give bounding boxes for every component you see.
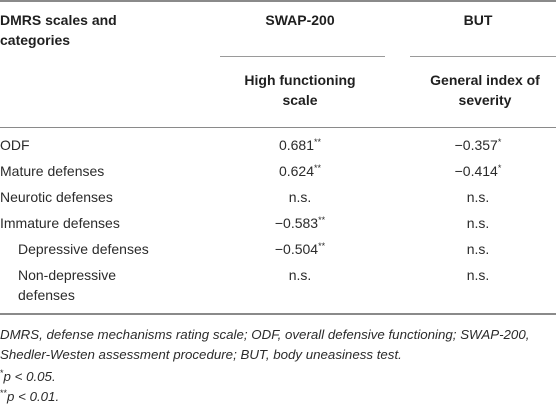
row-but-value: −0.414* [454,163,502,179]
row-label: Mature defenses [0,163,105,179]
header-but: BUT [463,12,493,28]
header-bottom-rule [0,127,556,128]
header-swap200: SWAP-200 [265,12,335,28]
row-swap-value: −0.583** [274,215,326,231]
footnote-p05: *p < 0.05. [0,368,56,385]
row-but-value: n.s. [466,267,490,283]
row-label: Depressive defenses [18,241,149,257]
row-swap-value: 0.624** [278,163,322,179]
table-top-rule [0,0,556,2]
table-bottom-rule [0,313,556,315]
row-label: Non-depressive defenses [18,267,117,303]
row-swap-value: n.s. [288,189,312,205]
header-dmrs: DMRS scales and categories [0,12,117,48]
footnote-abbreviations: DMRS, defense mechanisms rating scale; O… [0,327,530,362]
row-label: ODF [0,137,30,153]
row-label: Immature defenses [0,215,120,231]
but-underline [410,56,556,57]
row-label: Neurotic defenses [0,189,113,205]
subheader-general-index: General index of severity [430,72,540,108]
row-but-value: n.s. [466,215,490,231]
row-swap-value: 0.681** [278,137,322,153]
footnote-p01: **p < 0.01. [0,388,60,405]
row-swap-value: n.s. [288,267,312,283]
subheader-high-functioning: High functioning scale [244,72,356,108]
row-swap-value: −0.504** [274,241,326,257]
row-but-value: −0.357* [454,137,502,153]
swap-underline [220,56,385,57]
row-but-value: n.s. [466,241,490,257]
row-but-value: n.s. [466,189,490,205]
